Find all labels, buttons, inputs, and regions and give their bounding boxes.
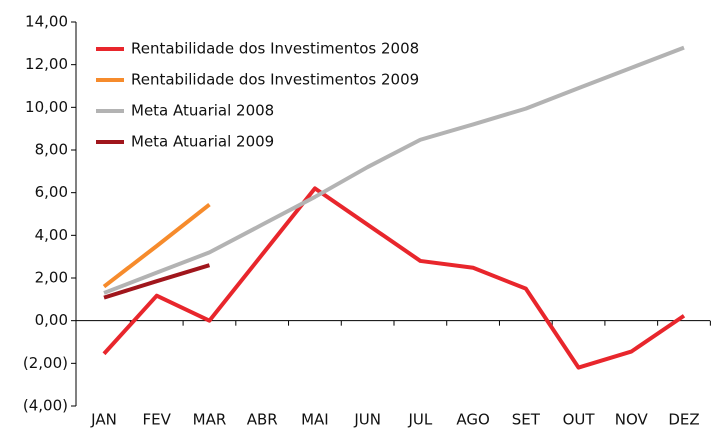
y-tick-label: (2,00) xyxy=(23,354,68,372)
legend-label: Rentabilidade dos Investimentos 2008 xyxy=(131,40,419,58)
x-tick-label: OUT xyxy=(563,411,596,429)
x-tick-label: JUN xyxy=(353,411,381,429)
legend-label: Rentabilidade dos Investimentos 2009 xyxy=(131,71,419,89)
series-line xyxy=(102,186,686,370)
series-line xyxy=(103,45,685,295)
x-tick-label: NOV xyxy=(615,411,649,429)
x-tick-label: JAN xyxy=(90,411,117,429)
x-tick-label: ABR xyxy=(247,411,278,429)
series-line xyxy=(102,203,211,289)
y-tick-label: 0,00 xyxy=(35,311,68,329)
y-tick-label: (4,00) xyxy=(23,397,68,415)
y-tick-label: 12,00 xyxy=(25,55,68,73)
y-tick-label: 6,00 xyxy=(35,183,68,201)
series-line xyxy=(103,263,211,300)
x-tick-label: FEV xyxy=(143,411,172,429)
y-tick-label: 14,00 xyxy=(25,13,68,31)
x-tick-label: MAR xyxy=(193,411,227,429)
x-tick-label: DEZ xyxy=(668,411,699,429)
y-tick-label: 2,00 xyxy=(35,269,68,287)
y-tick-label: 10,00 xyxy=(25,98,68,116)
y-tick-label: 8,00 xyxy=(35,141,68,159)
y-tick-label: 4,00 xyxy=(35,226,68,244)
legend-label: Meta Atuarial 2008 xyxy=(131,102,274,120)
legend-label: Meta Atuarial 2009 xyxy=(131,133,274,151)
x-tick-label: JUL xyxy=(407,411,432,429)
x-tick-label: SET xyxy=(512,411,541,429)
x-tick-label: MAI xyxy=(301,411,329,429)
x-tick-label: AGO xyxy=(456,411,489,429)
